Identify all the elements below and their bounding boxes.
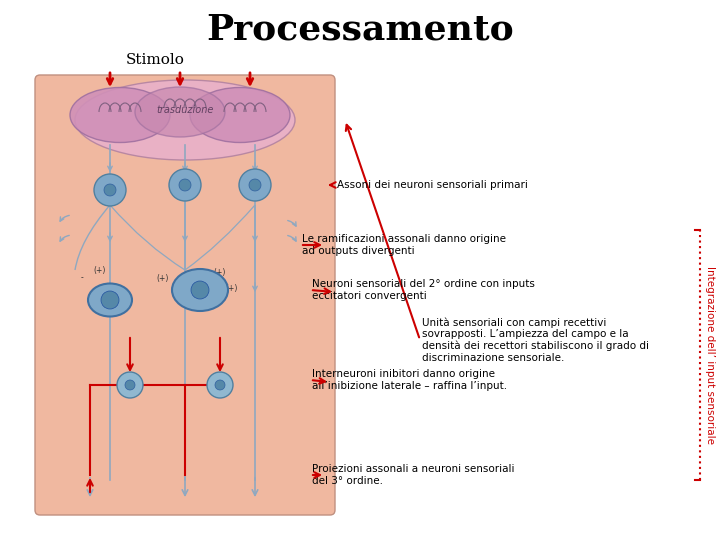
Circle shape	[215, 380, 225, 390]
Text: Assoni dei neuroni sensoriali primari: Assoni dei neuroni sensoriali primari	[337, 180, 528, 190]
Circle shape	[249, 179, 261, 191]
Text: Proiezioni assonali a neuroni sensoriali
del 3° ordine.: Proiezioni assonali a neuroni sensoriali…	[312, 464, 515, 486]
Circle shape	[191, 281, 209, 299]
Ellipse shape	[88, 284, 132, 316]
Text: -: -	[81, 273, 84, 282]
Circle shape	[125, 380, 135, 390]
Circle shape	[94, 174, 126, 206]
Ellipse shape	[70, 87, 170, 143]
Ellipse shape	[75, 80, 295, 160]
Text: Unità sensoriali con campi recettivi
sovrapposti. L’ampiezza del campo e la
dens: Unità sensoriali con campi recettivi sov…	[422, 317, 649, 363]
Circle shape	[207, 372, 233, 398]
Text: Neuroni sensoriali del 2° ordine con inputs
eccitatori convergenti: Neuroni sensoriali del 2° ordine con inp…	[312, 279, 535, 301]
Circle shape	[239, 169, 271, 201]
Text: (+): (+)	[157, 273, 169, 282]
Text: Interneuroni inibitori danno origine
all’inibizione laterale – raffina l’input.: Interneuroni inibitori danno origine all…	[312, 369, 507, 391]
Ellipse shape	[172, 269, 228, 311]
Circle shape	[104, 184, 116, 196]
Text: Processamento: Processamento	[206, 13, 514, 47]
Text: (+): (+)	[226, 284, 238, 293]
Circle shape	[117, 372, 143, 398]
Text: (+): (+)	[94, 266, 106, 274]
Text: (+): (+)	[214, 267, 226, 276]
Ellipse shape	[190, 87, 290, 143]
FancyBboxPatch shape	[35, 75, 335, 515]
Ellipse shape	[135, 87, 225, 137]
Text: Stimolo: Stimolo	[125, 53, 184, 67]
Text: Integrazione dell’ input sensoriale: Integrazione dell’ input sensoriale	[705, 266, 715, 444]
Circle shape	[179, 179, 191, 191]
Text: trasduzione: trasduzione	[156, 105, 214, 115]
Text: Le ramificazioni assonali danno origine
ad outputs divergenti: Le ramificazioni assonali danno origine …	[302, 234, 506, 256]
Text: (-): (-)	[191, 298, 199, 307]
Circle shape	[169, 169, 201, 201]
Circle shape	[101, 291, 119, 309]
